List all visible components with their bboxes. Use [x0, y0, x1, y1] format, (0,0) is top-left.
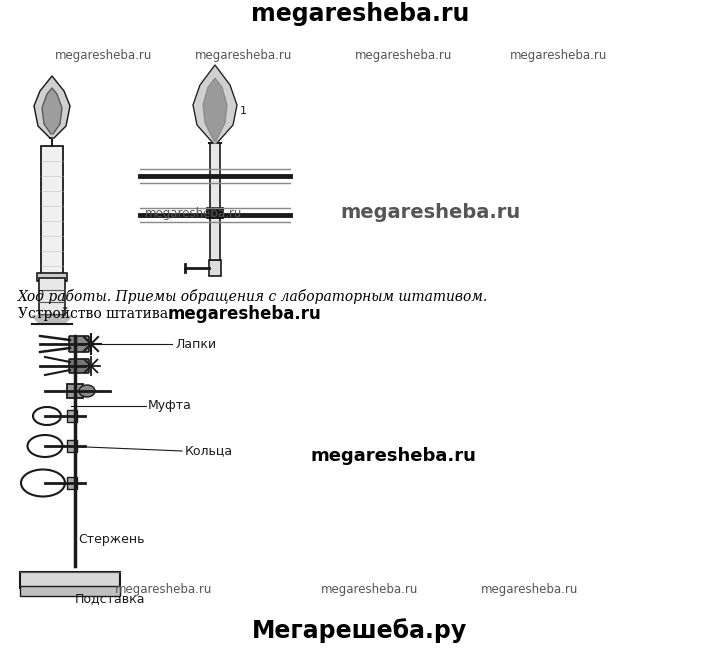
- Text: megaresheba.ru: megaresheba.ru: [55, 49, 153, 62]
- Text: Стержень: Стержень: [78, 533, 145, 546]
- Text: megaresheba.ru: megaresheba.ru: [481, 583, 579, 596]
- FancyBboxPatch shape: [207, 208, 223, 218]
- Text: Лапки: Лапки: [175, 337, 216, 350]
- FancyBboxPatch shape: [20, 572, 120, 588]
- Text: megaresheba.ru: megaresheba.ru: [340, 204, 520, 223]
- Text: megaresheba.ru: megaresheba.ru: [355, 49, 452, 62]
- Polygon shape: [34, 76, 70, 138]
- Text: Подставка: Подставка: [75, 592, 145, 605]
- FancyBboxPatch shape: [41, 146, 63, 276]
- Text: megaresheba.ru: megaresheba.ru: [310, 447, 476, 465]
- Polygon shape: [42, 88, 62, 134]
- Text: 1: 1: [240, 106, 246, 116]
- Text: megaresheba.ru: megaresheba.ru: [168, 305, 322, 323]
- FancyBboxPatch shape: [39, 278, 65, 316]
- Ellipse shape: [79, 385, 95, 397]
- Text: megaresheba.ru: megaresheba.ru: [251, 2, 469, 26]
- Text: Ход работы. Приемы обращения с лабораторным штативом.: Ход работы. Приемы обращения с лаборатор…: [18, 288, 488, 303]
- Text: Муфта: Муфта: [148, 400, 192, 413]
- FancyBboxPatch shape: [67, 477, 77, 489]
- Text: Мегарешеба.ру: Мегарешеба.ру: [253, 618, 467, 643]
- FancyBboxPatch shape: [37, 273, 67, 281]
- FancyBboxPatch shape: [210, 143, 220, 208]
- FancyBboxPatch shape: [69, 359, 89, 373]
- Polygon shape: [193, 65, 237, 143]
- Text: Кольца: Кольца: [185, 445, 233, 458]
- FancyBboxPatch shape: [67, 384, 83, 398]
- FancyBboxPatch shape: [67, 410, 77, 422]
- Text: megaresheba.ru: megaresheba.ru: [321, 583, 419, 596]
- Text: megaresheba.ru: megaresheba.ru: [145, 206, 243, 219]
- FancyBboxPatch shape: [209, 260, 221, 276]
- FancyBboxPatch shape: [210, 215, 220, 260]
- Polygon shape: [203, 78, 227, 141]
- Text: megaresheba.ru: megaresheba.ru: [510, 49, 608, 62]
- Text: megaresheba.ru: megaresheba.ru: [115, 583, 212, 596]
- FancyBboxPatch shape: [20, 586, 120, 596]
- Text: Устройство штатива:: Устройство штатива:: [18, 307, 181, 321]
- FancyBboxPatch shape: [69, 336, 89, 352]
- Text: megaresheba.ru: megaresheba.ru: [195, 49, 292, 62]
- FancyBboxPatch shape: [67, 440, 77, 452]
- Polygon shape: [32, 316, 72, 324]
